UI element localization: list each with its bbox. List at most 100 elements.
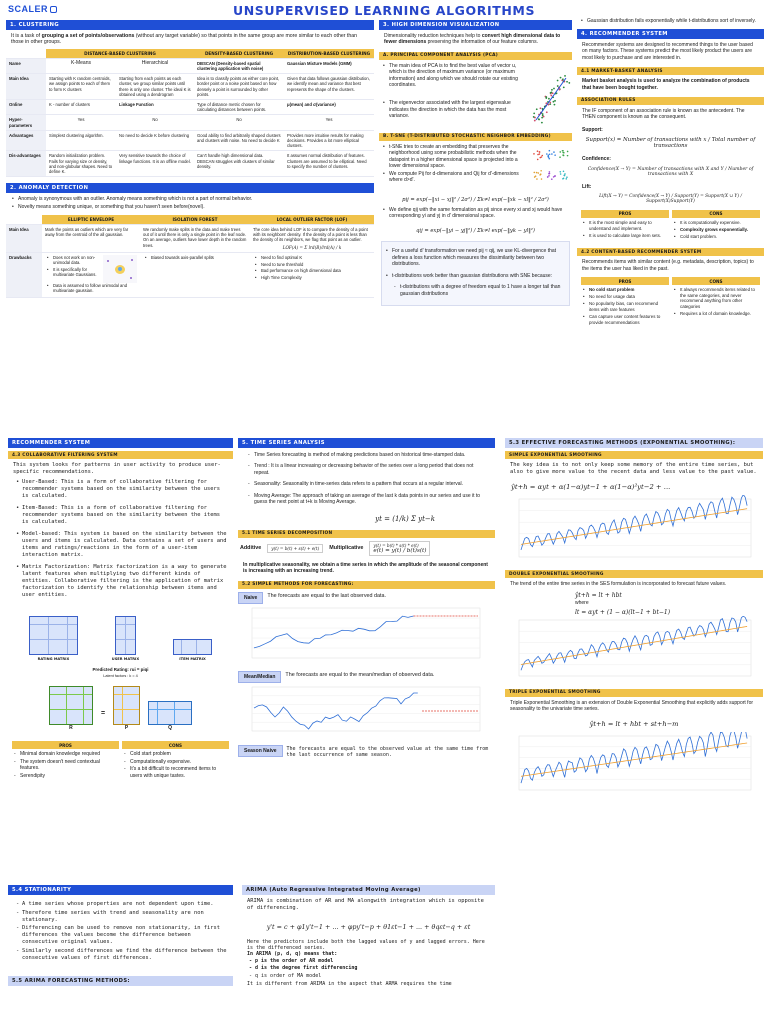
tsne-dot [540,156,543,158]
matrix-cell [116,624,126,632]
pca-header: a. Principal Component Analysis (PCA) [379,51,572,60]
con: It's a bit difficult to recommend items … [124,766,229,778]
item-matrix-label: Item Matrix [179,657,206,661]
matrix-cell [48,617,58,624]
matrix-cell [66,687,75,694]
r-letter: R [69,725,73,731]
moving-average-formula: yt = (1/k) Σ yt−k [375,514,435,523]
cf-intro: This system looks for patterns in user a… [13,462,221,475]
tsne-dot [553,151,555,153]
matrix-cell [183,717,192,724]
q-letter: Q [168,725,172,731]
pro: No need for usage data [583,294,669,300]
matrix-cell [131,709,140,717]
matrix-cell [131,694,140,702]
mean-series-line [253,692,418,730]
tsne-dot [554,154,556,156]
user-matrix-label: User Matrix [111,657,140,661]
pca-dot [535,108,538,110]
mean-forecast-chart [251,686,481,731]
drawback: High Time Complexity [255,275,371,280]
tsne-dot [537,153,539,156]
ses-formula: ŷt+h = αyt + α(1−α)yt−1 + α(1−α)²yt−2 + … [511,483,671,491]
pca-points: The main idea of PCA is to find the best… [379,60,530,130]
matrix-cell [174,717,183,724]
con: It is computationally expensive. [674,220,760,226]
cell: It assumes normal distribution of featur… [284,150,374,178]
matrix-cell [122,717,131,724]
cf-point: User-Based: This is a form of collaborat… [16,479,227,500]
pca-dot [537,118,540,120]
pca-dot [545,96,548,99]
matrix-cell [114,687,123,694]
cell: Starting with K random centroids, we ass… [46,73,116,101]
matrix-cell [67,624,77,632]
row-label-online: Online [6,99,46,116]
pca-dot [549,101,552,104]
pca-dot [552,100,555,103]
multiplicative-label: Multiplicative [329,545,364,552]
cf-header: 4.3 Collaborative Filtering System [8,451,233,459]
pca-dot [564,74,566,77]
naive-series-line [253,615,414,649]
matrix-cell [58,632,68,639]
cell: No [194,114,285,131]
section-stationarity: 5.4 Stationarity A time series whose pro… [8,885,233,1021]
section-arima: ARIMA (Auto Regressive Integrated Moving… [242,885,495,1021]
matrix-diagram: Rating Matrix User Matrix Item Matrix [8,611,233,661]
content-based-header: 4.2 Content-Based Recommender System [577,248,764,257]
pros-column: Pros No cold start problemNo need for us… [581,277,669,329]
tes-smoothed-line [520,742,748,777]
pca-block: The main idea of PCA is to find the best… [379,60,572,130]
clustering-header: 1. Clustering [6,20,374,30]
support-formula: Support(x) = Number of transactions with… [585,137,756,150]
qij-formula: qij = exp(−‖yi − yj‖²) / Σk≠l exp(−‖yk −… [416,228,535,235]
matrix-cell [83,687,92,694]
matrix-cell [125,632,135,639]
matrix-cell [125,639,135,647]
arima-item: p is the order of AR model [249,958,490,964]
assoc-header: Association Rules [577,96,764,105]
matrix-cell [157,702,166,709]
pca-dot [545,111,548,113]
tsne-scatter-image [533,149,569,180]
pros-label: Pros [12,741,119,749]
naive-plot-area [251,607,481,658]
pros-label: Pros [581,209,669,218]
matrix-cell [29,647,39,654]
pca-dot [566,80,568,83]
item-matrix-grid [173,638,213,655]
tes-series-line [520,731,748,783]
season-naive-method: Season Naive The forecasts are equal to … [238,744,495,759]
drawback: Biased towards axis-parallel splits [145,255,247,260]
matrix-cell [116,639,126,647]
tsne-dot [547,154,550,156]
rec-bottom-header: Recommender System [8,438,233,448]
pca-dot [547,103,550,106]
cell: DBSCAN (Density-based spatial clustering… [194,58,285,75]
highdim-intro: Dimensionality reduction techniques help… [384,33,561,46]
matrix-cell [67,617,77,624]
matrix-cell [29,617,39,624]
ses-smoothed-line [520,508,748,545]
ses-series-line [520,495,748,551]
tsne-dot [566,150,569,153]
col-distance-based: Distance-Based Clustering [46,48,195,59]
des-formula-2: lt = αyt + (1 − α)(lt−1 + bt−1) [575,608,671,616]
clustering-intro: It is a task of grouping a set of points… [11,33,357,46]
naive-tag: Naive [238,591,264,604]
matrix-cell [29,632,39,639]
tsne-dot [548,170,551,173]
r-matrix-grid [48,686,93,725]
pca-dot [533,112,536,115]
predicted-rating: Predicted Rating: rui = piqi [92,667,149,672]
des-smoothed-line [520,625,748,665]
scaler-logo[interactable]: SCALER [8,4,58,14]
cell: Starting from each points as each cluste… [116,73,195,101]
tes-formula: ŷt+h = lt + hbt + st+h−m [589,719,679,728]
des-text: The trend of the entire time series in t… [510,581,727,587]
anomaly-point: Novelty means something unique, or somet… [12,204,369,211]
pca-dot [554,99,556,102]
pca-dot [539,107,542,109]
